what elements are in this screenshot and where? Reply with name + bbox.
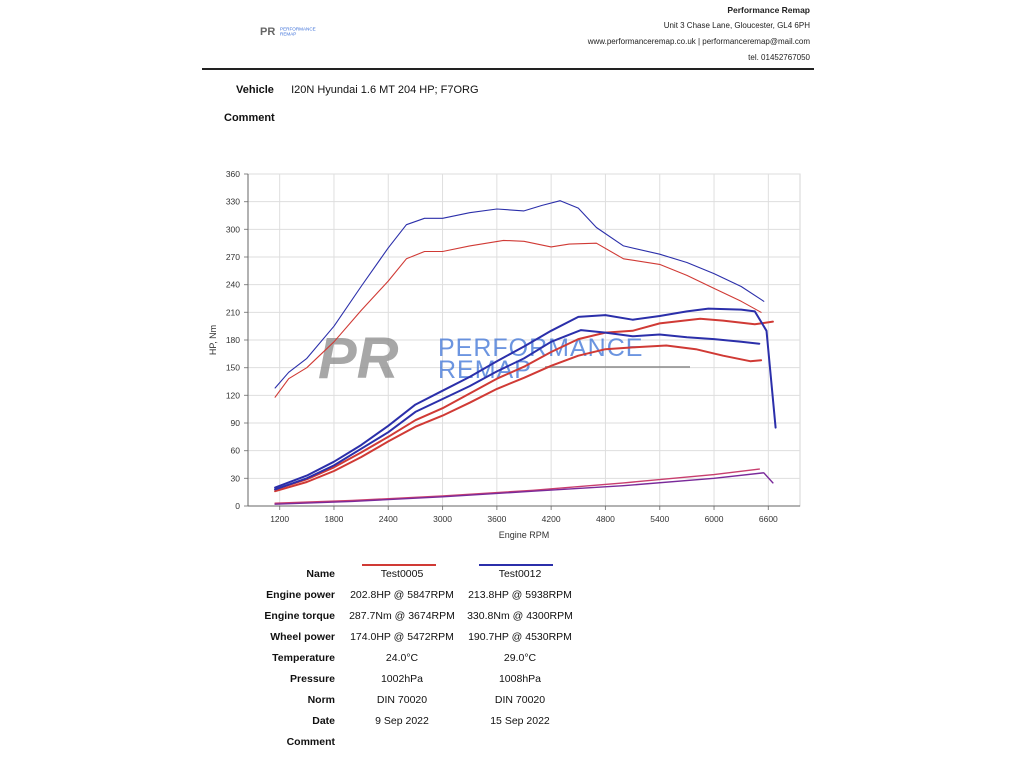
- row-label: Pressure: [290, 672, 335, 685]
- series-line-test0012-wheel-power: [274, 329, 761, 491]
- x-tick-label: 5400: [650, 514, 669, 524]
- row-value-test0012: 190.7HP @ 4530RPM: [468, 630, 572, 643]
- series-line-test0005-engine-torque: [274, 239, 762, 398]
- x-tick-label: 6000: [705, 514, 724, 524]
- row-value-test0005: 1002hPa: [380, 672, 424, 685]
- company-name: Performance Remap: [727, 5, 810, 15]
- series-line-test0005-engine-power: [274, 317, 774, 491]
- y-tick-label: 90: [231, 418, 241, 428]
- x-tick-label: 4200: [542, 514, 561, 524]
- series-line-test0005-loss-power: [274, 468, 760, 504]
- y-tick-label: 60: [231, 446, 241, 456]
- watermark: PR PERFORMANCE REMAP: [318, 326, 690, 391]
- vehicle-row: Vehicle I20N Hyundai 1.6 MT 204 HP; F7OR…: [236, 84, 479, 96]
- company-address: Unit 3 Chase Lane, Gloucester, GL4 6PH: [663, 21, 810, 30]
- y-tick-label: 330: [226, 197, 240, 207]
- x-tick-label: 6600: [759, 514, 778, 524]
- legend-swatch-test0005: [362, 564, 436, 566]
- results-row: Norm DIN 70020 DIN 70020: [240, 689, 579, 710]
- y-tick-label: 270: [226, 252, 240, 262]
- y-tick-label: 180: [226, 335, 240, 345]
- x-tick-label: 2400: [379, 514, 398, 524]
- results-row: Date 9 Sep 2022 15 Sep 2022: [240, 710, 579, 731]
- row-label: Comment: [286, 735, 335, 748]
- row-value-test0012: 330.8Nm @ 4300RPM: [467, 609, 573, 622]
- row-label: Norm: [307, 693, 335, 706]
- company-phone: tel. 01452767050: [748, 53, 810, 62]
- x-tick-label: 3000: [433, 514, 452, 524]
- legend-swatch-test0012: [479, 564, 553, 566]
- results-row: Engine power 202.8HP @ 5847RPM 213.8HP @ 5…: [240, 584, 579, 605]
- chart-axes: 0 30 60 90 120 150 180 210 240 270 300 330 360 1200 18…: [226, 169, 800, 524]
- row-value-test0005: DIN 70020: [376, 693, 428, 706]
- y-axis-label: HP, Nm: [208, 325, 218, 355]
- results-row: Comment: [240, 731, 579, 752]
- dyno-chart: 0 30 60 90 120 150 180 210 240 270 300 330 360 1200 18…: [208, 169, 801, 540]
- series-line-test0012-engine-torque: [274, 200, 765, 389]
- header-divider: [202, 68, 814, 70]
- row-value-test0012: Test0012: [498, 567, 542, 580]
- row-label: Engine torque: [264, 609, 335, 622]
- logo-word-2: REMAP: [280, 32, 296, 37]
- series-line-test0005-wheel-power: [274, 344, 763, 493]
- row-value-test0012: 15 Sep 2022: [490, 714, 550, 727]
- watermark-letters: PR: [318, 326, 399, 391]
- y-tick-label: 300: [226, 224, 240, 234]
- row-label: Engine power: [266, 588, 335, 601]
- x-axis-label: Engine RPM: [499, 530, 550, 540]
- x-tick-label: 4800: [596, 514, 615, 524]
- row-label: Name: [306, 567, 335, 580]
- results-row: Pressure 1002hPa 1008hPa: [240, 668, 579, 689]
- row-value-test0012: 1008hPa: [498, 672, 542, 685]
- results-row: Name Test0005 Test0012: [240, 563, 579, 584]
- row-value-test0012: 29.0°C: [503, 651, 537, 664]
- row-value-test0005: 24.0°C: [385, 651, 419, 664]
- x-tick-label: 1200: [270, 514, 289, 524]
- y-tick-label: 210: [226, 307, 240, 317]
- row-value-test0005: 202.8HP @ 5847RPM: [350, 588, 454, 601]
- vehicle-value: I20N Hyundai 1.6 MT 204 HP; F7ORG: [291, 84, 479, 96]
- y-tick-label: 150: [226, 363, 240, 373]
- row-label: Temperature: [272, 651, 335, 664]
- series-line-test0012-engine-power: [274, 307, 777, 489]
- row-value-test0012: 213.8HP @ 5938RPM: [468, 588, 572, 601]
- comment-label: Comment: [224, 112, 275, 124]
- y-tick-label: 30: [231, 473, 241, 483]
- chart-curves: [274, 200, 777, 505]
- row-value-test0005: 9 Sep 2022: [375, 714, 429, 727]
- y-tick-label: 120: [226, 390, 240, 400]
- company-web-email: www.performanceremap.co.uk | performance…: [587, 37, 810, 46]
- series-line-test0012-loss-power: [274, 472, 774, 505]
- company-logo: PR PERFORMANCE REMAP: [260, 26, 316, 37]
- x-tick-label: 3600: [487, 514, 506, 524]
- row-label: Date: [312, 714, 335, 727]
- company-info: Performance Remap Unit 3 Chase Lane, Glo…: [588, 2, 810, 66]
- y-tick-label: 240: [226, 280, 240, 290]
- results-row: Wheel power 174.0HP @ 5472RPM 190.7HP @ 45…: [240, 626, 579, 647]
- logo-word-1: PERFORMANCE: [280, 27, 316, 32]
- row-value-test0005: 287.7Nm @ 3674RPM: [349, 609, 455, 622]
- results-table: Name Test0005 Test0012 Engine power 202.8HP…: [240, 563, 579, 752]
- results-row: Engine torque 287.7Nm @ 3674RPM 330.8Nm @ …: [240, 605, 579, 626]
- svg-text:PR: PR: [260, 26, 275, 37]
- row-value-test0005: 174.0HP @ 5472RPM: [350, 630, 454, 643]
- y-tick-label: 360: [226, 169, 240, 179]
- results-row: Temperature 24.0°C 29.0°C: [240, 647, 579, 668]
- row-value-test0012: DIN 70020: [494, 693, 546, 706]
- row-label: Wheel power: [270, 630, 335, 643]
- chart-grid: [247, 173, 801, 507]
- vehicle-label: Vehicle: [236, 84, 274, 96]
- x-tick-label: 1800: [325, 514, 344, 524]
- row-value-test0005: Test0005: [380, 567, 424, 580]
- y-tick-label: 0: [235, 501, 240, 511]
